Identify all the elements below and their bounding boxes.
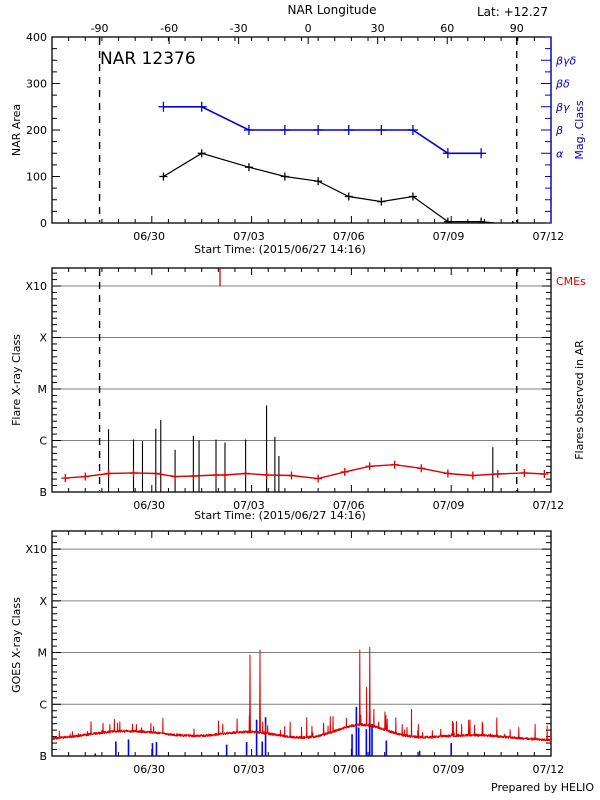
panel1-xtick-label: 07/06 [333,230,365,243]
panel-ytick-label: X10 [25,280,47,293]
panel3-flare-bars [94,706,453,756]
panel1-x-axis-label: Start Time: (2015/06/27 14:16) [194,243,366,256]
panel1-y-labels: 0 100 200 300 400 [26,31,47,230]
panel2-x-axis-label: Start Time: (2015/06/27 14:16) [194,509,366,522]
top-axis-title: NAR Longitude [287,3,376,17]
panel1-longitude-tick-label: -30 [230,22,248,35]
nar-area-line [163,152,501,223]
panel-xtick-label: 07/09 [433,763,465,776]
panel-xtick-label: 06/30 [133,499,165,512]
panel1-longitude-tick-label: -60 [160,22,178,35]
panel1-x-labels: 06/30 07/03 07/06 07/09 07/12 [133,230,564,243]
magclass-tick-label: βδ [555,78,570,91]
panel-flare-class: B C M X X10 06/30 07/03 07/06 07/09 07/12 Flare … [10,267,586,522]
panel-nar-area: NAR 12376 0 100 200 300 400 -90 -60 -30 0 30 60 90… [10,22,586,256]
mag-class-line [163,106,482,155]
panel1-limb-markers [98,38,518,222]
magclass-tick-label: β [555,124,563,137]
panel3-gridlines [53,548,550,705]
panel3-x-labels: 06/30 07/03 07/06 07/09 07/12 [133,763,564,776]
panel1-ytick-label: 300 [26,78,47,91]
panel2-series [61,460,549,483]
panel1-ytick-label: 100 [26,171,47,184]
panel2-limb-markers [98,269,518,491]
region-title: NAR 12376 [100,49,196,69]
panel1-ytick-label: 400 [26,31,47,44]
panel3-y-axis-label: GOES X-ray Class [10,597,23,693]
panel-ytick-label: X [39,595,47,608]
panel-ytick-label: B [39,750,47,763]
panel1-longitude-tick-label: 30 [371,22,385,35]
panel1-top-labels: -90 -60 -30 0 30 60 90 [91,22,524,35]
panel-ytick-label: C [39,435,47,448]
panel1-xtick-label: 07/12 [532,230,564,243]
panel1-ytick-label: 200 [26,124,47,137]
panel2-y-labels: B C M X X10 [25,280,47,499]
flare-class-line [65,463,545,480]
panel3-y-labels: B C M X X10 [25,543,47,763]
panel-ytick-label: X [39,332,47,345]
panel2-x-labels: 06/30 07/03 07/06 07/09 07/12 [133,499,564,512]
panel-goes-class: B C M X X10 06/30 07/03 07/06 07/09 07/12 GOES X… [10,530,594,794]
panel-xtick-label: 07/06 [333,499,365,512]
panel1-magclass-labels: αβ βγ βδ βγδ [555,54,577,160]
latitude-annotation: Lat: +12.27 [477,5,548,19]
panel1-longitude-tick-label: -90 [91,22,109,35]
panel1-ytick-label: 0 [40,217,47,230]
panel-ytick-label: X10 [25,543,47,556]
panel-ytick-label: M [38,383,48,396]
panel3-frame [51,530,552,757]
panel-ytick-label: M [38,647,48,660]
panel1-series [158,101,514,223]
panel1-y-axis-label: NAR Area [10,104,23,156]
panel-xtick-label: 07/12 [532,499,564,512]
magclass-tick-label: α [556,147,564,160]
panel1-y2-axis-label: Mag. Class [573,100,586,159]
panel3-ticks [52,531,551,757]
panel-ytick-label: C [39,698,47,711]
panel-xtick-label: 07/03 [233,499,265,512]
panel-xtick-label: 07/06 [333,763,365,776]
cme-legend-label: CMEs [556,275,586,288]
panel-xtick-label: 07/12 [532,763,564,776]
panel2-frame [51,267,552,493]
panel2-ticks [52,268,551,493]
panel2-y2-axis-label: Flares observed in AR [573,340,586,460]
panel1-longitude-tick-label: 0 [305,22,312,35]
panel1-xtick-label: 07/09 [433,230,465,243]
panel1-longitude-tick-label: 90 [510,22,524,35]
panel-xtick-label: 07/03 [233,763,265,776]
panel1-longitude-tick-label: 60 [440,22,454,35]
figure-footer: Prepared by HELIO [491,781,594,794]
panel2-gridlines [53,285,550,442]
panel-ytick-label: B [39,486,47,499]
magclass-tick-label: βγ [555,101,570,114]
panel2-y-axis-label: Flare X-ray Class [10,334,23,426]
panel3-goes-curve [52,646,551,742]
panel1-xtick-label: 07/03 [233,230,265,243]
magclass-tick-label: βγδ [555,54,577,67]
panel1-xtick-label: 06/30 [133,230,165,243]
panel2-flare-bars [108,405,494,492]
panel-xtick-label: 07/09 [433,499,465,512]
panel-xtick-label: 06/30 [133,763,165,776]
goes-xray-flux-curve [52,646,551,742]
